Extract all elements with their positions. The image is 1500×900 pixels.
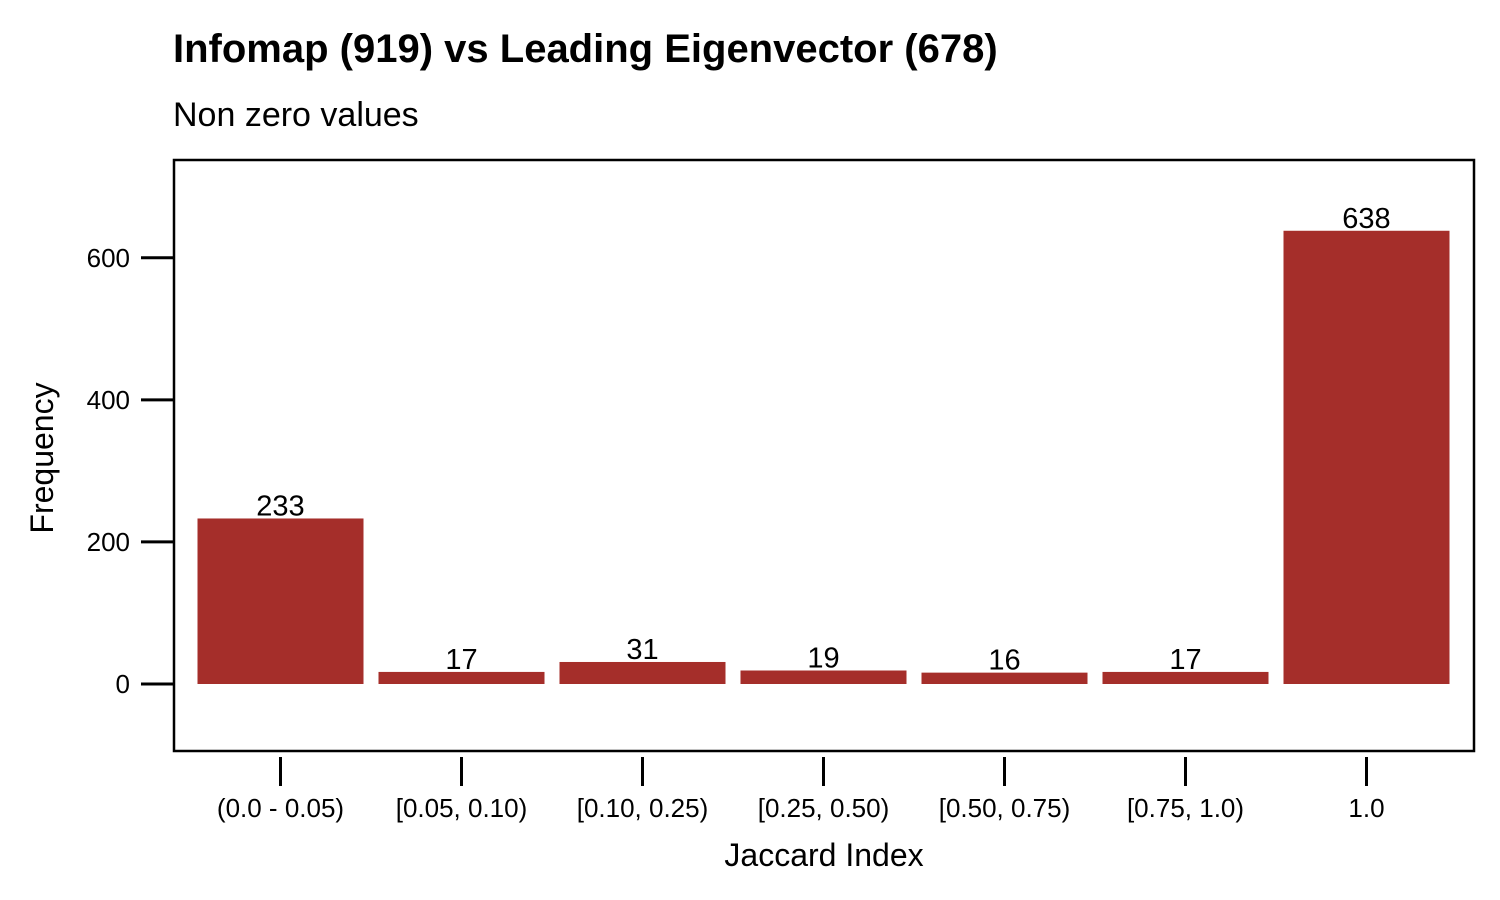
x-tick-label: [0.05, 0.10) <box>396 793 528 823</box>
chart-subtitle: Non zero values <box>173 96 419 134</box>
y-tick-label: 400 <box>87 385 130 415</box>
plot-frame <box>172 158 1476 753</box>
bar <box>197 518 364 684</box>
bar <box>1102 671 1269 684</box>
bar <box>1283 230 1450 684</box>
x-tick-label: [0.75, 1.0) <box>1127 793 1244 823</box>
bar-value-label: 19 <box>807 643 839 675</box>
y-axis-label: Frequency <box>24 382 60 533</box>
bar-value-label: 17 <box>445 644 477 676</box>
y-tick-label: 600 <box>87 243 130 273</box>
x-axis-label: Jaccard Index <box>724 837 923 873</box>
bar-value-label: 16 <box>988 645 1020 677</box>
x-tick-label: 1.0 <box>1348 793 1384 823</box>
bar-value-label: 31 <box>626 634 658 666</box>
x-tick-label: [0.50, 0.75) <box>939 793 1071 823</box>
y-tick-label: 0 <box>116 669 130 699</box>
bar-value-label: 17 <box>1169 644 1201 676</box>
x-axis: (0.0 - 0.05) [0.05, 0.10) [0.10, 0.25) [0.2… <box>217 757 1385 823</box>
y-tick-label: 200 <box>87 527 130 557</box>
bar <box>559 661 726 684</box>
chart-title: Infomap (919) vs Leading Eigenvector (67… <box>173 27 998 71</box>
bar-value-label: 233 <box>256 490 304 522</box>
bar <box>921 672 1088 684</box>
y-axis: 0 200 400 600 <box>87 243 174 699</box>
bars <box>197 230 1450 684</box>
x-tick-label: [0.10, 0.25) <box>577 793 709 823</box>
bar <box>740 670 907 684</box>
x-tick-label: (0.0 - 0.05) <box>217 793 344 823</box>
bar <box>378 671 545 684</box>
bar-value-label: 638 <box>1342 203 1390 235</box>
x-tick-label: [0.25, 0.50) <box>758 793 890 823</box>
bar-labels: 233 17 31 19 16 17 638 <box>256 203 1390 677</box>
